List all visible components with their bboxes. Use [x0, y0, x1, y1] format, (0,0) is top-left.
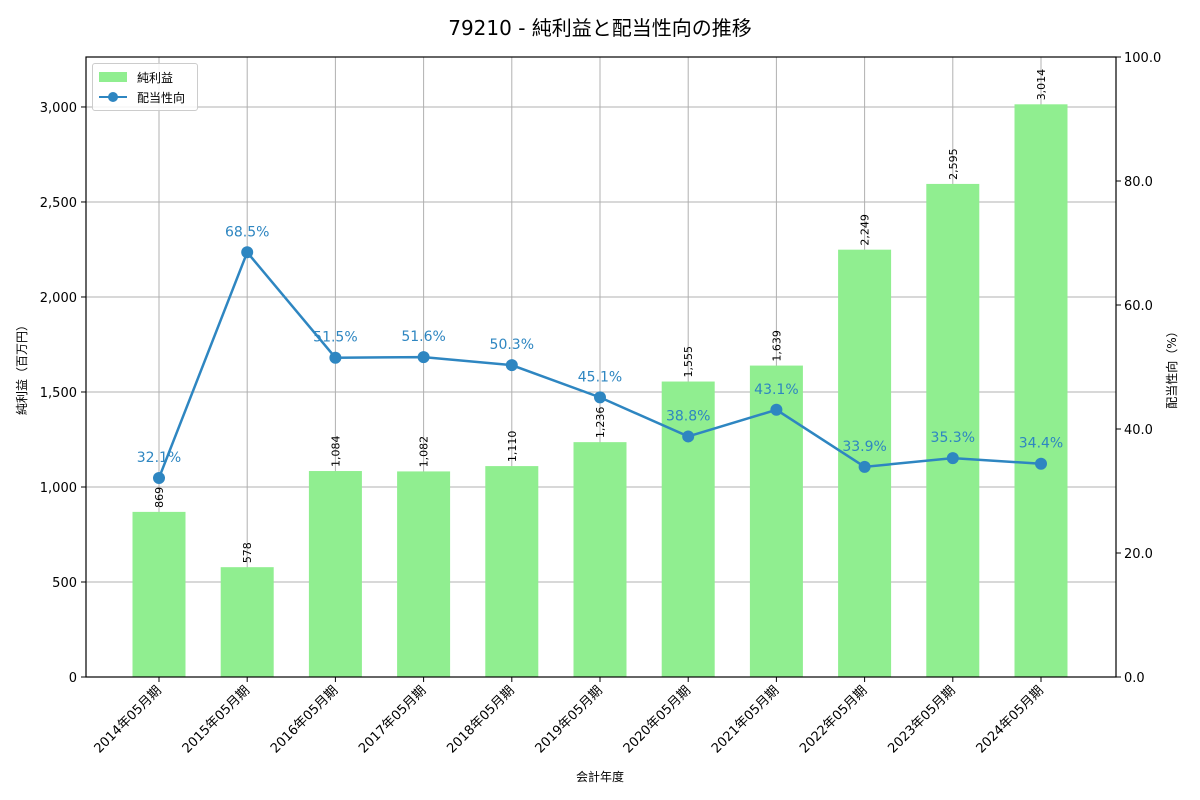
bar-net-income — [1014, 104, 1068, 678]
y2-tick-label: 20.0 — [1124, 547, 1153, 562]
bar-net-income — [926, 183, 980, 677]
line-value-label: 35.3% — [931, 430, 975, 446]
x-tick-label: 2022年05月期 — [797, 683, 870, 756]
y-tick-label: 2,000 — [40, 291, 77, 306]
y-tick-label: 0 — [69, 671, 77, 686]
x-tick-label: 2018年05月期 — [444, 683, 517, 756]
y-tick-label: 500 — [52, 576, 77, 591]
line-marker — [241, 246, 254, 259]
line-marker — [770, 403, 783, 416]
chart-title: 79210 - 純利益と配当性向の推移 — [448, 16, 752, 40]
line-marker — [329, 351, 342, 364]
line-value-label: 43.1% — [754, 382, 798, 398]
bar-value-label: 578 — [241, 542, 254, 563]
bar-net-income — [573, 442, 627, 677]
y-tick-label: 2,500 — [40, 196, 77, 211]
y-tick-label: 1,500 — [40, 386, 77, 401]
line-marker — [417, 351, 430, 364]
line-value-label: 51.6% — [401, 329, 445, 345]
line-marker — [682, 430, 695, 443]
bar-net-income — [485, 466, 539, 677]
bar-value-label: 2,595 — [947, 148, 960, 180]
bar-swatch-icon — [99, 72, 127, 82]
bar-value-label: 1,555 — [682, 346, 695, 378]
bar-value-label: 869 — [153, 487, 166, 508]
line-value-label: 34.4% — [1019, 436, 1063, 452]
bar-value-label: 1,110 — [506, 431, 519, 463]
line-value-label: 68.5% — [225, 224, 269, 240]
bar-net-income — [749, 365, 803, 677]
bar-net-income — [661, 381, 715, 677]
bar-value-label: 1,084 — [329, 436, 342, 468]
line-marker-icon — [99, 92, 127, 102]
y-tick-label: 3,000 — [40, 101, 77, 116]
line-value-label: 38.8% — [666, 408, 710, 424]
bar-value-label: 2,249 — [859, 214, 872, 246]
line-value-label: 33.9% — [842, 439, 886, 455]
legend: 純利益 配当性向 — [92, 63, 198, 111]
line-marker — [594, 391, 606, 404]
line-value-label: 51.5% — [313, 330, 357, 346]
bar-net-income — [220, 567, 274, 677]
line-marker — [858, 460, 871, 473]
y2-tick-label: 0.0 — [1124, 671, 1145, 686]
y2-tick-label: 100.0 — [1124, 51, 1161, 66]
line-value-label: 32.1% — [137, 450, 181, 466]
line-value-label: 50.3% — [490, 337, 534, 353]
x-tick-label: 2023年05月期 — [885, 683, 958, 756]
y-axis-label: 純利益（百万円） — [15, 319, 29, 415]
line-marker — [505, 359, 518, 372]
y2-tick-label: 60.0 — [1124, 299, 1153, 314]
bar-value-label: 3,014 — [1035, 69, 1048, 101]
x-tick-label: 2024年05月期 — [974, 683, 1047, 756]
y2-axis-label: 配当性向（%） — [1164, 325, 1179, 408]
x-tick-label: 2020年05月期 — [621, 683, 694, 756]
y2-tick-label: 40.0 — [1124, 423, 1153, 438]
x-tick-label: 2017年05月期 — [356, 683, 429, 756]
x-axis-label: 会計年度 — [576, 769, 624, 784]
plot-frame — [85, 56, 1117, 678]
x-tick-label: 2015年05月期 — [180, 683, 253, 756]
line-marker — [1035, 457, 1047, 470]
y2-tick-label: 80.0 — [1124, 175, 1153, 190]
legend-item-payout-ratio: 配当性向 — [99, 88, 185, 106]
bar-value-label: 1,236 — [594, 407, 607, 439]
legend-label: 配当性向 — [137, 90, 186, 105]
x-tick-label: 2021年05月期 — [709, 683, 782, 756]
legend-item-net-income: 純利益 — [99, 68, 173, 86]
bar-value-label: 1,082 — [418, 436, 431, 468]
line-marker — [153, 471, 165, 484]
y-tick-label: 1,000 — [40, 481, 77, 496]
bar-net-income — [132, 511, 186, 677]
line-value-label: 45.1% — [578, 369, 622, 385]
x-tick-label: 2014年05月期 — [92, 683, 165, 756]
bar-value-label: 1,639 — [770, 330, 783, 362]
legend-label: 純利益 — [137, 70, 174, 85]
x-tick-label: 2019年05月期 — [533, 683, 606, 756]
line-marker — [946, 452, 959, 465]
bar-net-income — [308, 471, 362, 677]
x-tick-label: 2016年05月期 — [268, 683, 341, 756]
bar-net-income — [397, 471, 451, 677]
